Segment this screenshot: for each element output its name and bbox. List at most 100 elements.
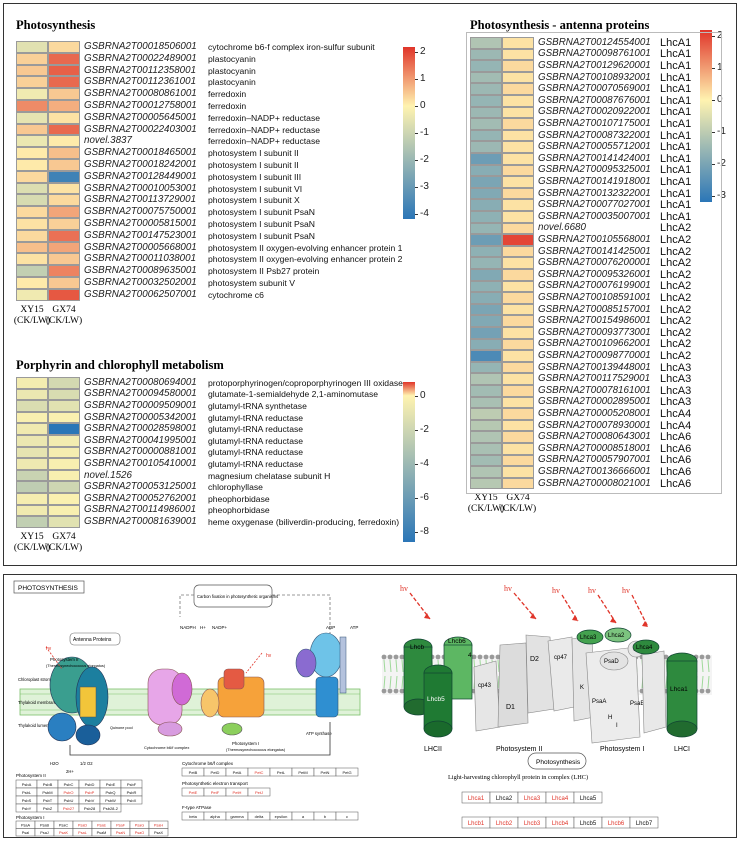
heatmap-cell (16, 265, 48, 277)
photosynthesis-pathway-diagram: PHOTOSYNTHESIS Carbon fixation in photos… (13, 580, 361, 837)
heatmap-cell (502, 443, 534, 455)
heatmap-cell (470, 396, 502, 409)
gene-box-label: PsbX (127, 798, 137, 803)
colorbar-tick (415, 79, 418, 81)
lhc-name: LhcA3 (660, 396, 692, 409)
light-arrows: hv hv hv hv hv (400, 584, 649, 628)
lipid-tail (497, 659, 500, 689)
gene-box-label: PetH (233, 790, 242, 795)
column-label-line: (CK/LW) (467, 504, 505, 515)
lipid-tail (707, 659, 710, 689)
colorbar-tick (712, 100, 715, 102)
light-arrow-head (572, 615, 578, 621)
lhc-name: LhcA6 (660, 454, 692, 467)
gene-box-label: PsaN (116, 831, 126, 835)
heatmap-cell (502, 48, 534, 61)
heatmap-cell (48, 241, 80, 254)
gene-description: glutamyl-tRNA reductase (208, 435, 304, 446)
heatmap-cell (470, 327, 502, 339)
gene-box-label: Psb27 (63, 806, 75, 811)
heatmap-cell (48, 458, 80, 470)
gene-box-label: PsbD (85, 782, 95, 787)
heatmap-cell (470, 176, 502, 188)
psaa-label: PsaA (592, 699, 606, 705)
colorbar-tick-label: -1 (420, 127, 429, 138)
lipid-head (699, 654, 705, 660)
lhci-label: LHCI (674, 746, 690, 753)
heatmap-cell (48, 64, 80, 77)
psab-label: PsaB (630, 701, 644, 707)
gene-description: chlorophyllase (208, 482, 263, 493)
gene-description: photosystem I subunit VI (208, 183, 303, 194)
gene-id: GSBRNA2T00041995001 (84, 434, 197, 446)
table-title: Photosystem II (16, 773, 46, 778)
heatmap-cell (502, 466, 534, 478)
heatmap-cell (48, 288, 80, 301)
gene-box-label: PetG (342, 770, 351, 775)
heatmap-cell (470, 315, 502, 327)
quinone-label: Quinone pool (110, 726, 133, 730)
heatmap-cell (48, 159, 80, 171)
gene-id: GSBRNA2T00128449001 (84, 170, 197, 182)
gene-id: GSBRNA2T00139448001 (538, 361, 651, 373)
heatmap-cell (48, 206, 80, 218)
heatmap-cell (16, 194, 48, 207)
gene-box-label: PsbC (64, 782, 74, 787)
gene-box-label: PsbL (22, 790, 32, 795)
gene-id: GSBRNA2T00018465001 (84, 147, 197, 159)
gene-id: GSBRNA2T00094580001 (84, 388, 197, 400)
heatmap-cell (470, 350, 502, 362)
heatmap-cell (16, 504, 48, 517)
lhc-name: LhcA6 (660, 477, 692, 490)
heatmap-cell (16, 493, 48, 505)
lhcb6-label: Lhcb6 (448, 638, 466, 645)
gene-id: GSBRNA2T00080643001 (538, 431, 651, 443)
gene-box-label: PetD (211, 770, 220, 775)
colorbar-tick (415, 52, 418, 54)
hv-label: hv (588, 586, 596, 595)
photosynthesis-box-label: Photosynthesis (536, 759, 581, 766)
column-label-line: GX74 (506, 493, 530, 504)
lhc-name: LhcA2 (660, 315, 692, 328)
gene-box (573, 791, 603, 804)
gene-id: GSBRNA2T00147523001 (84, 229, 197, 241)
gene-id: GSBRNA2T00057907001 (538, 454, 651, 466)
gene-id: novel.6680 (538, 222, 586, 234)
gene-id: GSBRNA2T00080694001 (84, 376, 197, 388)
heatmap-cell (16, 111, 48, 124)
heatmap-cell (502, 280, 534, 293)
gene-id: GSBRNA2T00109662001 (538, 338, 651, 350)
gene-id: GSBRNA2T00132322001 (538, 187, 651, 199)
heatmap-cell (502, 454, 534, 467)
light-arrow-head (642, 621, 648, 627)
colorbar-tick (415, 395, 418, 397)
heatmap-cell (502, 373, 534, 385)
heatmap-cell (470, 269, 502, 281)
gene-id: GSBRNA2T00002895001 (538, 396, 651, 408)
gene-id: GSBRNA2T00080861001 (84, 88, 197, 100)
gene-box-label: Lhcb2 (496, 821, 513, 827)
gene-id: GSBRNA2T00008518001 (538, 442, 651, 454)
lipid-head (387, 654, 393, 660)
gene-box-label: Lhcb7 (636, 821, 653, 827)
gene-id: GSBRNA2T00141918001 (538, 176, 651, 187)
gene-description: plastocyanin (208, 53, 256, 64)
heatmap-cell (502, 292, 534, 304)
lipid-head (387, 688, 393, 694)
heatmap-cell (16, 377, 48, 389)
heatmap-cell (502, 477, 534, 490)
lhc-name: LhcA1 (660, 187, 692, 200)
gene-description: cytochrome c6 (208, 289, 264, 300)
gene-description: photosystem I subunit X (208, 195, 300, 206)
membrane-label: Thylakoid membrane (18, 700, 58, 705)
heatmap-cell (502, 71, 534, 84)
gene-description: heme oxygenase (biliverdin-producing, fe… (208, 517, 400, 527)
gene-box (247, 787, 271, 797)
gene-box-label: PsbQ (105, 790, 115, 795)
table-title: Cytochrome b6/f complex (182, 761, 234, 766)
heatmap-cell (502, 234, 534, 246)
heatmap-cell (16, 400, 48, 412)
lhc-name: LhcA2 (660, 338, 692, 351)
proton-label: 2H+ (66, 769, 74, 774)
lhc-name: LhcA3 (660, 384, 692, 397)
